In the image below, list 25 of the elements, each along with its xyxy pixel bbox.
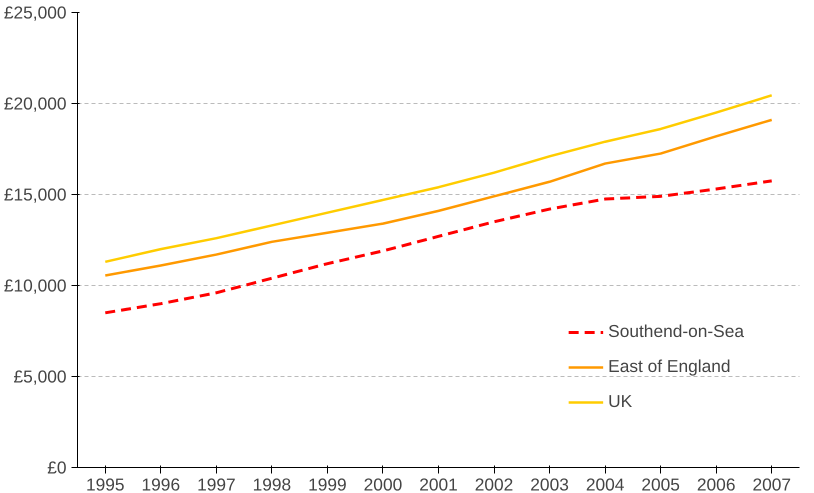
x-tick-label: 2000 (364, 474, 402, 493)
x-tick-label: 2007 (752, 474, 792, 493)
legend-label: UK (608, 391, 632, 412)
line-series (104, 94, 773, 264)
legend-label: Southend-on-Sea (608, 321, 744, 342)
x-tick-label: 1999 (308, 474, 347, 493)
y-tick-label: £0 (47, 458, 67, 478)
x-tick-label: 2006 (696, 474, 736, 493)
x-tick-label: 2003 (530, 474, 569, 493)
y-tick-label: £20,000 (4, 94, 67, 114)
y-tick-label: £25,000 (4, 2, 67, 22)
x-tick-label: 1996 (142, 474, 180, 493)
x-tick-label: 1995 (86, 474, 125, 493)
line-series (104, 118, 773, 277)
line-series (104, 179, 774, 314)
x-tick-label: 1998 (252, 474, 292, 493)
x-tick-label: 2002 (474, 474, 514, 493)
x-tick-label: 1997 (197, 474, 236, 493)
x-tick-label: 2004 (586, 474, 625, 493)
y-tick-label: £10,000 (4, 276, 67, 296)
legend-label: East of England (608, 356, 731, 377)
y-tick-label: £5,000 (14, 366, 66, 386)
x-tick-label: 2001 (419, 474, 458, 493)
x-tick-label: 2005 (641, 474, 680, 493)
y-tick-label: £15,000 (4, 184, 67, 204)
